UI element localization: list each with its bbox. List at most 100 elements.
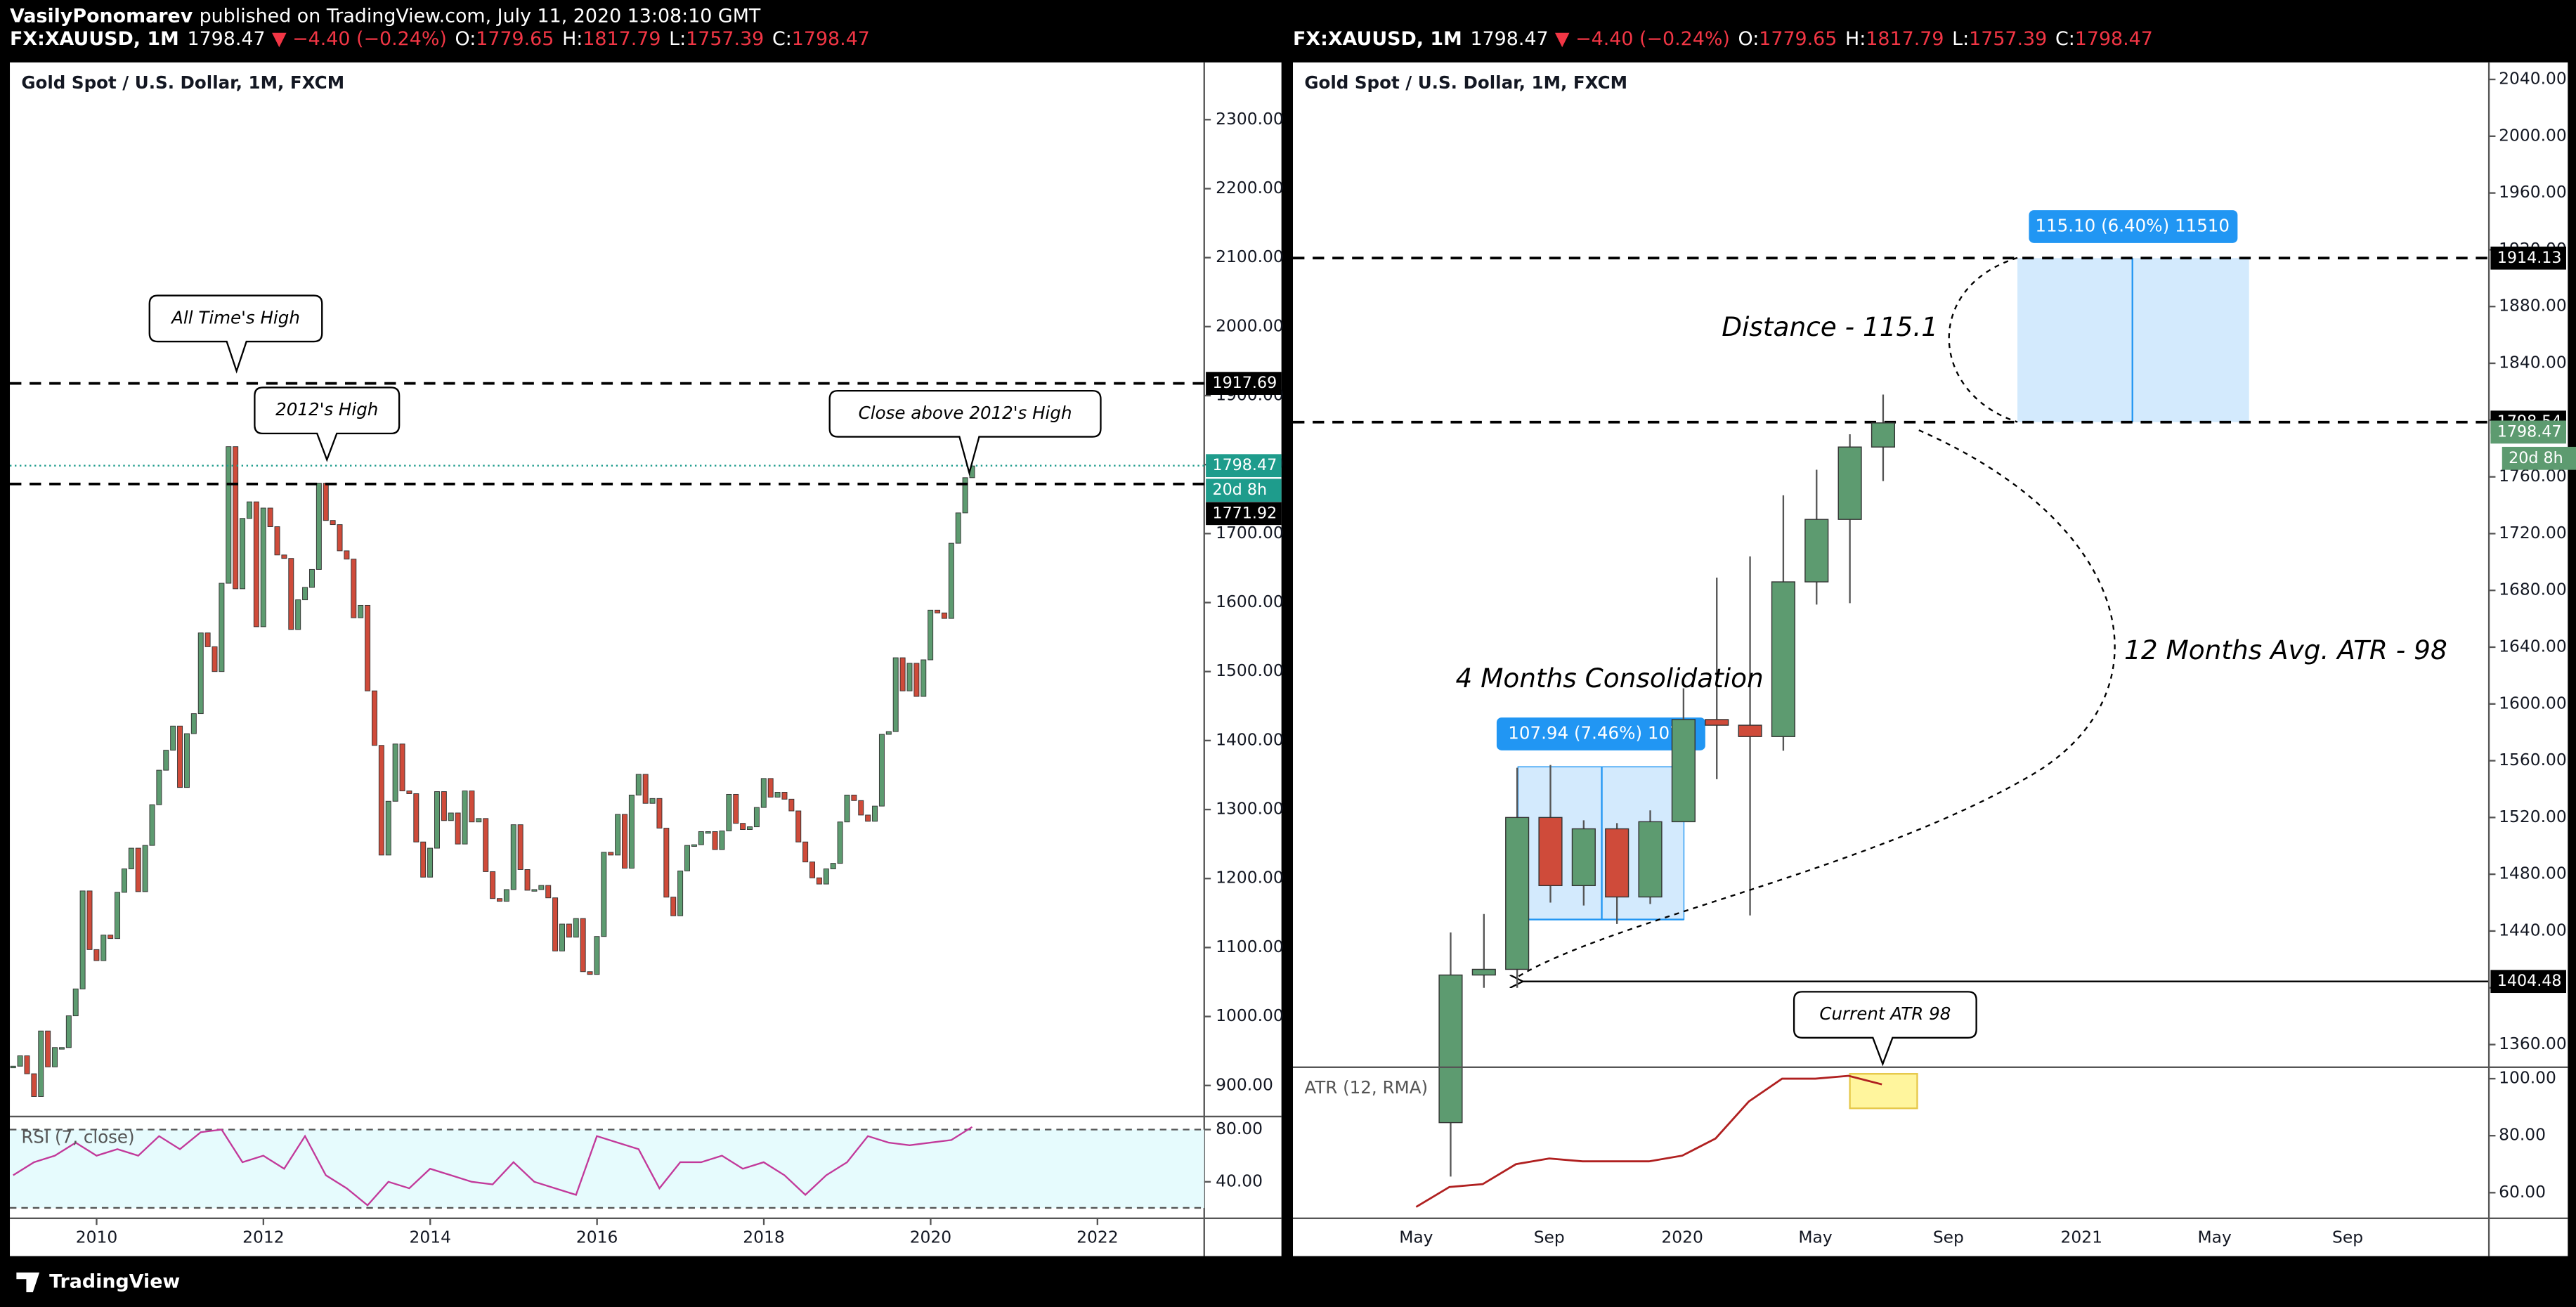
candle-body [885, 731, 892, 735]
ohlc-label: C: [772, 28, 792, 50]
ohlc-label: O: [1738, 28, 1759, 50]
callout-text: All Time's High [170, 307, 300, 327]
y-tick-label: 2100.00 [1216, 247, 1284, 266]
candle-body [441, 791, 447, 821]
candle-body [1638, 821, 1663, 898]
candle-body [1471, 968, 1496, 976]
candle-body [183, 733, 190, 788]
candle-body [45, 1030, 51, 1067]
ohlc-value: 1817.79 [1866, 28, 1944, 50]
candle-body [219, 583, 225, 672]
candle-body [378, 745, 384, 856]
rsi-name: RSI (7, close) [21, 1126, 134, 1147]
candle-body [462, 791, 468, 845]
price-tag [1206, 372, 1282, 395]
y-tick-label: 1440.00 [2499, 920, 2567, 939]
candle-body [740, 823, 746, 830]
candle-body [128, 847, 134, 869]
y-tick-label: 1000.00 [1216, 1006, 1284, 1025]
atr-name: ATR (12, RMA) [1304, 1077, 1428, 1098]
candle-body [170, 725, 176, 751]
candle-body [684, 845, 690, 871]
atr-line [1415, 1074, 1882, 1208]
candle-body [100, 935, 107, 961]
measure-label: 107.94 (7.46%) 1079 [1508, 723, 1691, 743]
candle-body [913, 663, 920, 697]
candle-body [135, 847, 141, 892]
ohlc-label: H: [1845, 28, 1866, 50]
x-tick-label: 2018 [743, 1227, 784, 1247]
candle-body [524, 869, 531, 891]
symbol-line: FX:XAUUSD, 1M 1798.47 ▼ −4.40 (−0.24%) O:17… [10, 28, 870, 50]
y-tick-label: 1400.00 [1216, 729, 1284, 749]
published: published on TradingView.com, July 11, 2… [200, 5, 761, 27]
candle-body [559, 923, 565, 951]
candle-body [809, 861, 816, 878]
candle-body [1738, 724, 1762, 737]
y-tick-label: 1960.00 [2499, 182, 2567, 202]
callout-box [254, 386, 401, 462]
candle-body [308, 568, 315, 588]
callout-text: 2012's High [275, 399, 378, 420]
candle-body [747, 826, 753, 830]
candle-body [753, 807, 760, 828]
y-tick-label: 1560.00 [2499, 750, 2567, 769]
candle-body [302, 587, 308, 601]
candle-body [86, 890, 93, 950]
candle-body [469, 791, 475, 823]
candle-body [642, 774, 649, 804]
candle-body [837, 821, 843, 864]
y-tick-label: 1600.00 [2499, 693, 2567, 713]
y-tick-label: 2000.00 [1216, 316, 1284, 335]
y-tick-label: 2300.00 [1216, 109, 1284, 129]
candle-body [267, 507, 273, 527]
candle-body [79, 890, 86, 989]
y-tick-label: 2200.00 [1216, 178, 1284, 197]
candle-body [52, 1047, 58, 1067]
price-tag-text: 1914.13 [2497, 249, 2562, 267]
candle-body [531, 889, 538, 892]
candle-body [93, 949, 100, 961]
atr-tick-label: 100.00 [2499, 1068, 2556, 1088]
candle-body [1837, 446, 1862, 520]
candle-body [448, 812, 454, 821]
candle-body [719, 831, 725, 850]
candle-body [1605, 828, 1629, 898]
candle-body [10, 1065, 16, 1069]
ohlc-value: 1779.65 [476, 28, 554, 50]
candle-body [149, 804, 155, 846]
atr-avg-text: 12 Months Avg. ATR - 98 [2124, 635, 2447, 665]
y-tick-label: 1680.00 [2499, 580, 2567, 599]
candle-body [420, 841, 427, 878]
consolidation-text: 4 Months Consolidation [1455, 663, 1763, 694]
measure-label-bg [1496, 717, 1705, 750]
y-tick-label: 1840.00 [2499, 353, 2567, 372]
candle-body [476, 818, 482, 823]
candle-body [705, 831, 711, 834]
candle-body [434, 791, 440, 849]
candle-body [281, 554, 287, 559]
price-tag-text: 20d 8h [2509, 449, 2563, 467]
x-tick-label: May [2197, 1227, 2231, 1247]
publish-line: VasilyPonomarev published on TradingView.… [10, 5, 761, 27]
candle-body [427, 847, 434, 878]
ohlc-value: 1779.65 [1759, 28, 1837, 50]
candle-body [323, 483, 329, 521]
candle-body [760, 778, 767, 808]
candle-body [601, 852, 607, 937]
candle-body [72, 988, 79, 1017]
candle-body [177, 725, 183, 788]
candle-body [392, 743, 398, 802]
candle-body [587, 971, 593, 975]
candle-body [65, 1015, 72, 1048]
candle-body [580, 918, 586, 973]
rsi-line [13, 1126, 973, 1207]
x-tick-label: May [1399, 1227, 1433, 1247]
candle-body [344, 550, 350, 560]
candle-body [1771, 581, 1795, 737]
candle-body [844, 794, 850, 823]
y-tick-label: 1300.00 [1216, 799, 1284, 819]
candle-body [413, 793, 419, 843]
candle-body [483, 818, 489, 872]
candle-body [58, 1047, 65, 1050]
